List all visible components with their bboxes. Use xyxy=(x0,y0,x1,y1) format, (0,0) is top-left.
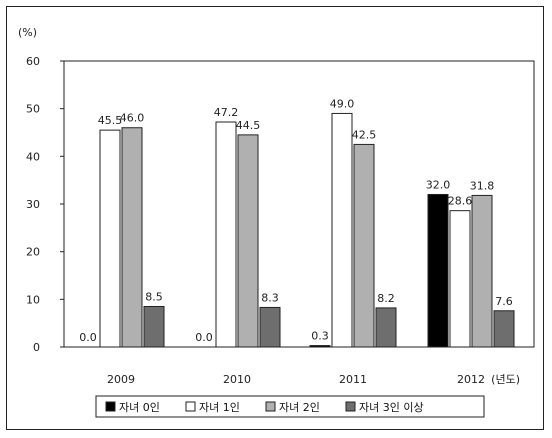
data-label: 49.0 xyxy=(330,97,355,110)
data-label: 47.2 xyxy=(214,106,239,119)
y-tick-label: 0 xyxy=(33,341,40,354)
y-tick-label: 30 xyxy=(26,198,40,211)
data-label: 44.5 xyxy=(236,119,261,132)
data-label: 31.8 xyxy=(470,179,495,192)
bar-2012-series-1 xyxy=(449,210,471,348)
bar-2011-series-2 xyxy=(353,143,375,348)
bar-2010-series-3 xyxy=(259,306,281,348)
legend: 자녀 0인 자녀 1인 자녀 2인 자녀 3인 이상 xyxy=(95,395,485,418)
bar-2009-series-2 xyxy=(121,127,143,348)
data-label: 8.5 xyxy=(145,290,163,303)
legend-label: 자녀 0인 xyxy=(119,401,160,414)
x-tick-label: 2012 xyxy=(457,373,485,386)
y-tick-label: 50 xyxy=(26,103,40,116)
legend-swatch xyxy=(265,401,276,412)
data-label: 7.6 xyxy=(495,295,513,308)
bar-2011-series-0 xyxy=(309,345,331,348)
legend-swatch xyxy=(185,401,196,412)
y-tick-label: 10 xyxy=(26,293,40,306)
bar-2009-series-1 xyxy=(99,129,121,348)
y-tick-label: 60 xyxy=(26,55,40,68)
data-label: 8.3 xyxy=(261,291,279,304)
data-label: 42.5 xyxy=(352,128,377,141)
data-label: 28.6 xyxy=(448,195,473,208)
bar-2011-series-3 xyxy=(375,307,397,348)
legend-box xyxy=(95,395,485,418)
data-label: 46.0 xyxy=(120,112,145,125)
x-tick-label: 2009 xyxy=(107,373,135,386)
bar-2012-series-2 xyxy=(471,194,493,348)
bar-2011-series-1 xyxy=(331,112,353,348)
data-label: 32.0 xyxy=(426,178,451,191)
x-tick-label: 2011 xyxy=(339,373,367,386)
legend-swatch xyxy=(345,401,356,412)
data-label: 0.3 xyxy=(311,330,329,343)
data-label: 8.2 xyxy=(377,292,395,305)
legend-label: 자녀 3인 이상 xyxy=(359,401,424,414)
bar-2012-series-3 xyxy=(493,310,515,348)
data-label: 45.5 xyxy=(98,114,123,127)
data-label: 0.0 xyxy=(195,331,213,344)
legend-label: 자녀 1인 xyxy=(199,401,240,414)
legend-swatch xyxy=(105,401,116,412)
x-unit-label: (년도) xyxy=(491,373,520,386)
legend-label: 자녀 2인 xyxy=(279,401,320,414)
bar-2010-series-2 xyxy=(237,134,259,348)
y-unit-label: (%) xyxy=(18,26,37,39)
plot-area: 0 10 20 30 40 50 60 0.0 45.546.0 8.5 2009 0.0 47.244… xyxy=(26,55,535,386)
y-tick-label: 20 xyxy=(26,246,40,259)
data-label: 0.0 xyxy=(79,331,97,344)
y-tick-label: 40 xyxy=(26,150,40,163)
x-tick-label: 2010 xyxy=(223,373,251,386)
bar-2012-series-0 xyxy=(427,193,449,348)
chart-frame xyxy=(6,6,544,430)
bar-2009-series-3 xyxy=(143,305,165,348)
bar-2010-series-1 xyxy=(215,121,237,348)
